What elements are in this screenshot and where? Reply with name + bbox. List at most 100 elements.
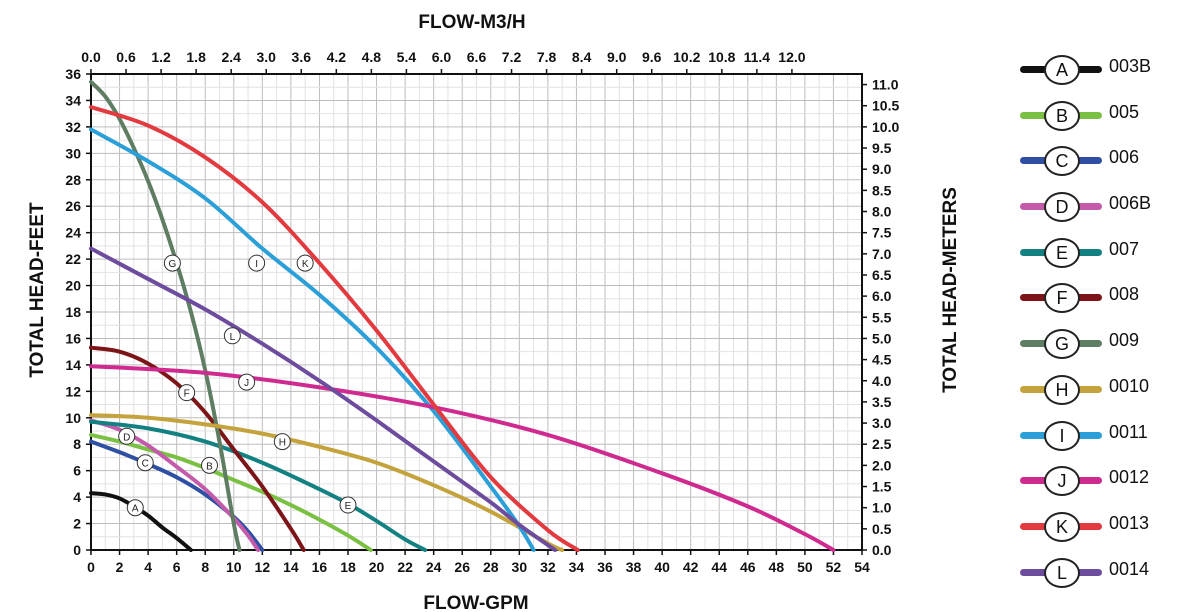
x2-tick-label: 1.8: [186, 49, 206, 65]
curve-marker-d: [118, 427, 136, 445]
legend-label: 009: [1109, 330, 1140, 351]
legend-item-h: H 0010: [1020, 372, 1190, 418]
x2-tick-label: 7.2: [502, 49, 522, 65]
legend-label: 006: [1109, 147, 1140, 168]
x2-tick-label: 11.4: [744, 49, 771, 65]
curve-marker-label: C: [142, 459, 149, 470]
x2-tick-label: 9.6: [642, 49, 662, 65]
x-tick-label: 54: [854, 559, 870, 575]
x2-tick-label: 4.8: [362, 49, 382, 65]
y-axis-label: TOTAL HEAD-FEET: [27, 202, 48, 378]
chart-title: FLOW-M3/H: [418, 12, 525, 33]
legend-label: 006B: [1109, 193, 1152, 214]
curve-i: [89, 127, 536, 552]
curve-b: [89, 432, 373, 552]
curve-g: [89, 79, 242, 552]
curve-marker-l: [223, 327, 241, 345]
y-tick-label: 12: [65, 383, 81, 399]
x2-tick-label: 6.6: [467, 49, 487, 65]
x2-tick-label: 2.4: [221, 49, 241, 65]
curve-marker-label: B: [206, 461, 213, 472]
curve-marker-j: [238, 373, 256, 391]
x-tick-label: 50: [797, 559, 813, 575]
y-tick-label: 10: [65, 410, 81, 426]
curve-h: [89, 413, 565, 552]
x-tick-label: 2: [116, 559, 124, 575]
x-tick-label: 14: [283, 559, 299, 575]
legend-key-circle: A: [1044, 55, 1080, 85]
curve-marker-label: A: [132, 504, 139, 515]
curve-marker-label: I: [255, 259, 258, 270]
curve-marker-label: K: [302, 259, 309, 270]
legend-key-circle: G: [1044, 329, 1080, 360]
x2-tick-label: 10.8: [708, 49, 735, 65]
legend-item-j: J 0012: [1020, 463, 1190, 509]
y2-tick-label: 10.5: [872, 98, 899, 114]
y2-tick-label: 2.5: [872, 436, 892, 452]
legend-key-circle: L: [1044, 557, 1080, 588]
y2-tick-label: 4.5: [872, 352, 892, 368]
curve-marker-label: F: [184, 389, 190, 400]
legend-key-circle: K: [1044, 511, 1080, 542]
x-tick-label: 4: [144, 559, 152, 575]
y-tick-label: 16: [65, 330, 81, 346]
y2-tick-label: 5.0: [872, 330, 892, 346]
curve-marker-e: [339, 496, 357, 514]
curve-marker-label: L: [230, 332, 236, 343]
legend-key-circle: J: [1044, 466, 1080, 497]
x-tick-label: 6: [173, 559, 181, 575]
legend-key-circle: B: [1044, 100, 1080, 131]
y-tick-label: 2: [73, 516, 81, 532]
y-tick-label: 22: [65, 251, 81, 267]
y-tick-label: 34: [65, 92, 81, 108]
legend-item-i: I 0011: [1020, 418, 1190, 464]
legend: A 003B B 005 C 006 D 006B E 007 F 008 G 009 H 0010 I 0011…: [1020, 52, 1190, 600]
y2-axis-label: TOTAL HEAD-METERS: [940, 187, 961, 393]
legend-key-circle: D: [1044, 192, 1080, 223]
x2-tick-label: 3.6: [292, 49, 312, 65]
pump-curve-chart: 0 2 4 6 8 10 12 14 16 18 20 22 24 26 28 30 32 34 36 38 40 42 4…: [27, 12, 961, 612]
pump-curves: [89, 79, 836, 552]
y2-tick-label: 0.0: [872, 542, 892, 558]
y2-tick-label: 3.5: [872, 394, 892, 410]
curve-marker-i: [248, 254, 266, 272]
y-tick-label: 26: [65, 198, 81, 214]
legend-item-a: A 003B: [1020, 52, 1190, 98]
x-tick-label: 26: [454, 559, 470, 575]
y2-tick-label: 0.5: [872, 521, 892, 537]
legend-item-e: E 007: [1020, 235, 1190, 281]
x-tick-label: 22: [397, 559, 413, 575]
curve-marker-label: E: [345, 501, 352, 512]
legend-label: 008: [1109, 284, 1140, 305]
x-tick-label: 48: [769, 559, 785, 575]
x-tick-label: 8: [201, 559, 209, 575]
y2-tick-label: 7.5: [872, 225, 892, 241]
x-tick-label: 20: [369, 559, 385, 575]
curve-marker-k: [296, 254, 314, 272]
x2-tick-label: 8.4: [572, 49, 592, 65]
x2-tick-label: 0.6: [116, 49, 136, 65]
y2-tick-label: 1.0: [872, 500, 892, 516]
legend-key-circle: F: [1044, 283, 1080, 314]
legend-item-g: G 009: [1020, 326, 1190, 372]
y-tick-label: 6: [73, 463, 81, 479]
axis-ticks: 0 2 4 6 8 10 12 14 16 18 20 22 24 26 28 30 32 34 36 38 40 42 4…: [65, 49, 899, 575]
curve-marker-g: [163, 254, 181, 272]
y2-tick-label: 9.0: [872, 161, 892, 177]
y-tick-label: 0: [73, 542, 81, 558]
y2-tick-label: 11.0: [872, 77, 899, 93]
y2-tick-label: 5.5: [872, 309, 892, 325]
x-tick-label: 32: [540, 559, 556, 575]
legend-item-b: B 005: [1020, 98, 1190, 144]
y-tick-label: 18: [65, 304, 81, 320]
x-tick-label: 30: [512, 559, 528, 575]
y2-tick-label: 8.0: [872, 204, 892, 220]
x-tick-label: 24: [426, 559, 442, 575]
curve-k: [89, 105, 580, 552]
y-tick-label: 36: [65, 66, 81, 82]
y2-tick-label: 10.0: [872, 119, 899, 135]
y-tick-label: 30: [65, 145, 81, 161]
x2-tick-label: 5.4: [397, 49, 417, 65]
y2-tick-label: 9.5: [872, 140, 892, 156]
curve-marker-h: [273, 433, 291, 451]
